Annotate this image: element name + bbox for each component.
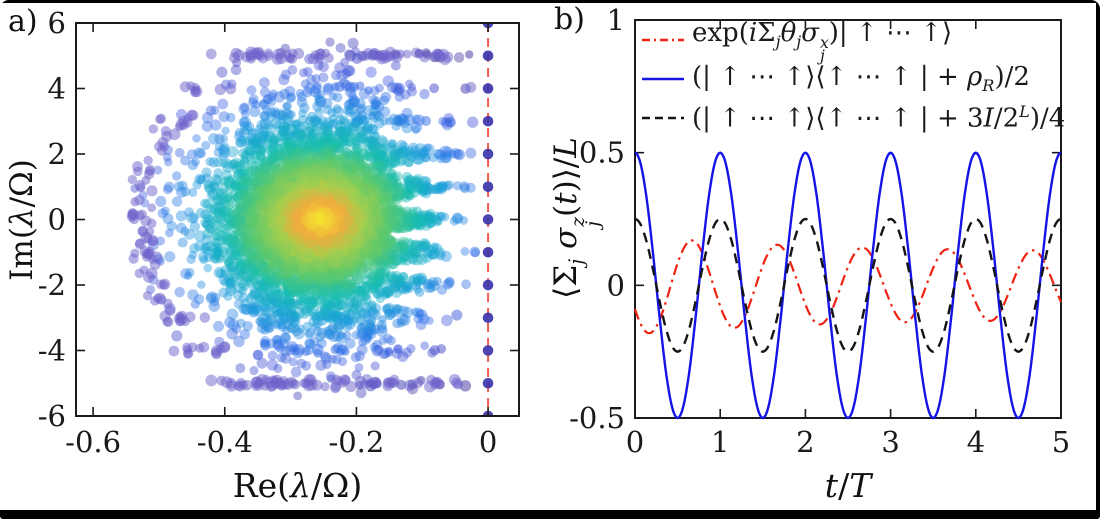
tick-label: 0 xyxy=(48,203,66,237)
panel-b-ylabel: ⟨Σj σ z j (t)⟩/L xyxy=(548,137,604,299)
tick-label: 4 xyxy=(48,72,66,106)
tick-label: 2 xyxy=(796,425,814,459)
curve-rotated-product-state xyxy=(633,239,1063,335)
curve-mixture-with-random-state xyxy=(634,151,1062,420)
panel-a-ylabel: Im(λ/Ω) xyxy=(4,159,40,281)
frame-bottom-border xyxy=(0,510,1100,519)
panel-a-tag: a) xyxy=(8,4,38,39)
legend-label: (| ↑ ⋯ ↑⟩⟨↑ ⋯ ↑ | + ρR)/2 xyxy=(692,62,1030,96)
frame-right-border xyxy=(1096,0,1100,519)
legend-marker-solid xyxy=(642,77,684,81)
legend-item-rotated-product-state: exp(iΣjθjσ x j)| ↑ ⋯ ↑⟩ xyxy=(640,18,1065,65)
tick-label: -6 xyxy=(38,399,66,433)
tick-label: 1 xyxy=(607,3,625,37)
panel-b-xlabel: t/T xyxy=(824,466,872,505)
tick-label: -0.2 xyxy=(328,425,384,459)
tick-label: 0 xyxy=(607,268,625,302)
legend-item-mixture-with-identity: (| ↑ ⋯ ↑⟩⟨↑ ⋯ ↑ | + 3I/2L)/4 xyxy=(640,99,1065,137)
panel-a-xlabel: Re(λ/Ω) xyxy=(232,466,363,505)
panel-b-tag: b) xyxy=(554,2,585,37)
tick-label: -0.6 xyxy=(65,425,121,459)
eigenvalue-scatter-canvas xyxy=(76,23,519,416)
tick-label: 0 xyxy=(626,425,644,459)
tick-label: 4 xyxy=(967,425,985,459)
tick-label: 1 xyxy=(711,425,729,459)
frame-top-border xyxy=(0,0,1100,3)
tick-label: 5 xyxy=(1052,425,1070,459)
tick-label: -0.4 xyxy=(197,425,253,459)
legend-label: exp(iΣjθjσ x j)| ↑ ⋯ ↑⟩ xyxy=(692,18,953,65)
tick-label: 6 xyxy=(48,6,66,40)
legend-marker-dashed xyxy=(642,116,684,120)
legend-marker-dashdot xyxy=(642,38,684,42)
legend-item-mixture-with-random-state: (| ↑ ⋯ ↑⟩⟨↑ ⋯ ↑ | + ρR)/2 xyxy=(640,60,1065,98)
tick-label: 0 xyxy=(479,425,497,459)
tick-label: -4 xyxy=(38,334,66,368)
curve-mixture-with-identity xyxy=(634,217,1062,353)
legend: exp(iΣjθjσ x j)| ↑ ⋯ ↑⟩ (| ↑ ⋯ ↑⟩⟨↑ ⋯ ↑ | +… xyxy=(640,18,1065,137)
legend-label: (| ↑ ⋯ ↑⟩⟨↑ ⋯ ↑ | + 3I/2L)/4 xyxy=(692,102,1066,134)
tick-label: -0.5 xyxy=(569,401,625,435)
tick-label: 2 xyxy=(48,137,66,171)
tick-label: 3 xyxy=(881,425,899,459)
